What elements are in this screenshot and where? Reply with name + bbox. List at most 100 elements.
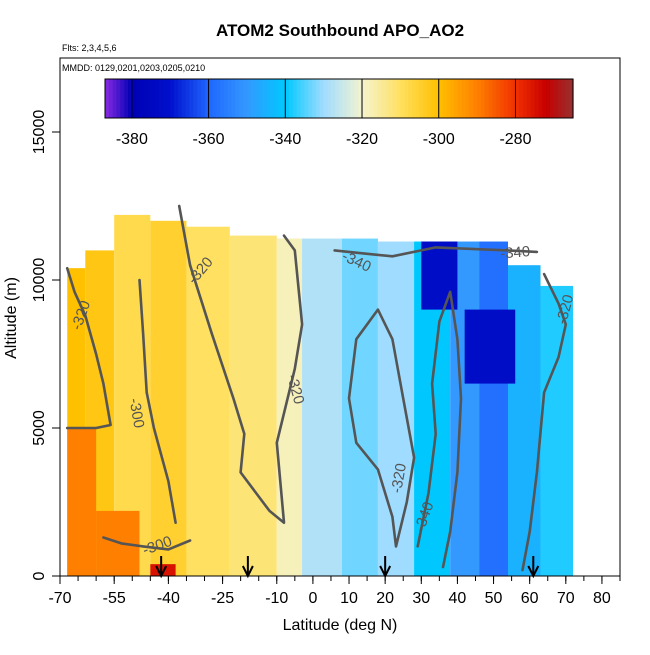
colorbar-segment	[400, 79, 405, 118]
colorbar-segment	[457, 79, 463, 118]
colorbar-segment	[519, 79, 524, 118]
colorbar-segment	[438, 79, 444, 118]
contour-line	[416, 290, 463, 569]
heatmap-cell	[377, 241, 415, 576]
y-axis: 0 5000 10000 15000	[31, 110, 60, 580]
colorbar-segment	[185, 79, 190, 118]
colorbar-tick-label: -360	[193, 131, 225, 148]
x-tick-label: 0	[308, 590, 317, 607]
colorbar-segment	[315, 79, 321, 118]
colorbar-segment	[266, 79, 271, 118]
colorbar-segment	[442, 79, 448, 118]
colorbar-segment	[381, 79, 386, 118]
heatmap-cell	[67, 428, 97, 576]
colorbar-segment	[477, 79, 482, 118]
heatmap-cell	[540, 285, 574, 576]
colorbar-segment	[557, 79, 563, 118]
colorbar-segment	[181, 79, 187, 118]
x-tick-label: -70	[48, 590, 71, 607]
colorbar-segment	[258, 79, 263, 118]
colorbar-segment	[239, 79, 244, 118]
colorbar-segment	[538, 79, 543, 118]
contour-line	[333, 246, 539, 258]
colorbar-segment	[189, 79, 194, 118]
y-axis-label: Altitude (m)	[3, 277, 20, 359]
x-tick-label: 80	[593, 590, 611, 607]
colorbar: -380 -360 -340 -320 -300 -280	[104, 78, 574, 148]
colorbar-segment	[373, 79, 378, 118]
colorbar-tick-label: -320	[346, 131, 378, 148]
contour-line	[347, 308, 416, 548]
colorbar-segment	[396, 79, 401, 118]
colorbar-segment	[419, 79, 424, 118]
heatmap-layer	[67, 214, 574, 576]
colorbar-segment	[377, 79, 382, 118]
contour-label: -300	[125, 397, 147, 430]
x-tick-label: 40	[449, 590, 467, 607]
heatmap-cell	[150, 220, 187, 576]
colorbar-segment	[427, 79, 432, 118]
colorbar-tick-label: -340	[269, 131, 301, 148]
colorbar-segment	[174, 79, 179, 118]
colorbar-segment	[515, 79, 520, 118]
colorbar-segment	[446, 79, 451, 118]
colorbar-segment	[546, 79, 551, 118]
y-tick-label: 0	[31, 571, 48, 580]
colorbar-segment	[254, 79, 260, 118]
colorbar-tick-label: -300	[423, 131, 455, 148]
colorbar-segment	[235, 79, 240, 118]
colorbar-segment	[231, 79, 237, 118]
colorbar-segment	[250, 79, 256, 118]
heatmap-cell	[302, 238, 342, 576]
colorbar-segment	[423, 79, 428, 118]
colorbar-segment	[488, 79, 494, 118]
colorbar-segment	[549, 79, 555, 118]
heatmap-cell	[186, 226, 230, 576]
colorbar-segment	[170, 79, 175, 118]
x-tick-label: -55	[103, 590, 126, 607]
x-axis: -70 -55 -40 -25 -10 0 10 20 30 40 50 60 70 80	[48, 576, 621, 607]
contour-label: -320	[388, 462, 410, 495]
colorbar-segment	[319, 79, 325, 118]
contour-line	[521, 272, 568, 572]
heatmap-cell	[479, 241, 508, 576]
colorbar-segment	[158, 79, 164, 118]
colorbar-segment	[105, 79, 110, 118]
x-tick-label: 30	[412, 590, 430, 607]
colorbar-segment	[461, 79, 467, 118]
colorbar-segment	[281, 79, 286, 118]
heatmap-cell	[341, 238, 378, 576]
colorbar-segment	[354, 79, 359, 118]
colorbar-segment	[542, 79, 547, 118]
colorbar-segment	[285, 79, 290, 118]
colorbar-segment	[312, 79, 317, 118]
colorbar-segment	[565, 79, 570, 118]
colorbar-segment	[246, 79, 252, 118]
colorbar-segment	[304, 79, 309, 118]
colorbar-tick-label: -280	[499, 131, 531, 148]
heatmap-cell	[229, 235, 277, 576]
colorbar-segment	[166, 79, 171, 118]
colorbar-tick-label: -380	[116, 131, 148, 148]
colorbar-segment	[197, 79, 202, 118]
colorbar-segment	[342, 79, 348, 118]
colorbar-segment	[496, 79, 501, 118]
chart-subtitle-flights: Flts: 2,3,4,5,6	[62, 43, 117, 53]
colorbar-segment	[112, 79, 118, 118]
colorbar-segment	[434, 79, 440, 118]
colorbar-segment	[289, 79, 294, 118]
colorbar-segment	[143, 79, 148, 118]
colorbar-segment	[465, 79, 471, 118]
colorbar-segment	[492, 79, 497, 118]
colorbar-segment	[139, 79, 144, 118]
colorbar-segment	[553, 79, 559, 118]
colorbar-segment	[177, 79, 183, 118]
colorbar-segment	[507, 79, 513, 118]
colorbar-segment	[503, 79, 509, 118]
colorbar-segment	[128, 79, 133, 118]
colorbar-segment	[346, 79, 352, 118]
colorbar-segment	[385, 79, 390, 118]
colorbar-segment	[216, 79, 221, 118]
colorbar-segment	[292, 79, 298, 118]
